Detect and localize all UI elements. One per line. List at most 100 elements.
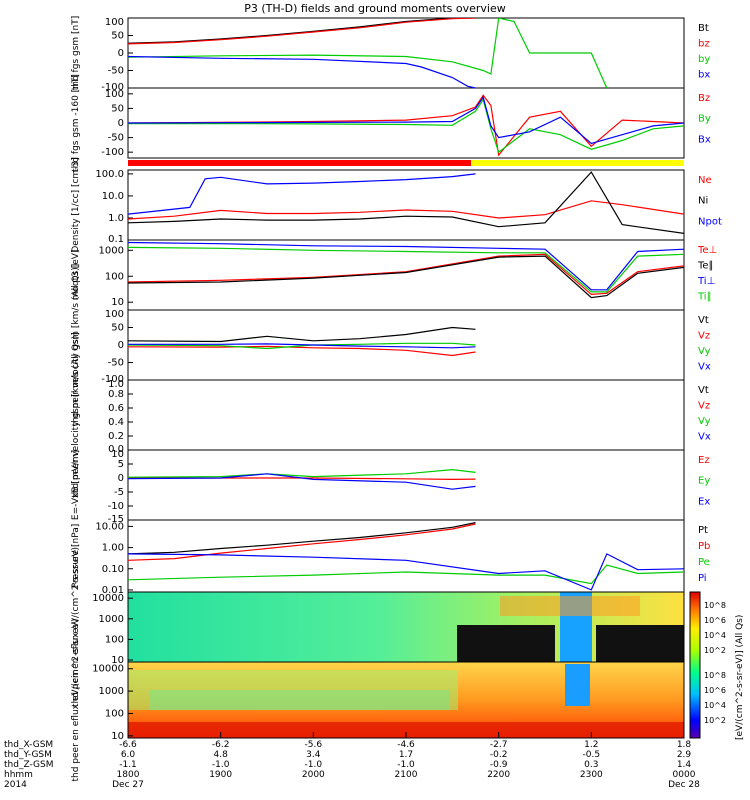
ytick-label: 0.8 — [108, 389, 124, 400]
legend-efield-0: Ez — [698, 455, 710, 466]
data-lines — [128, 18, 684, 591]
legend-fgs_dsl-2: Bx — [698, 134, 711, 145]
panel-frame-temperature — [127, 239, 685, 311]
ephem-value: 1900 — [209, 770, 232, 780]
ytick-label: 10.0 — [102, 191, 124, 202]
series-temperature-Ti⊥ — [128, 241, 684, 291]
ytick-label: -5 — [114, 487, 124, 498]
ephem-value: -5.6 — [305, 740, 323, 750]
colorbar-tick: 10^2 — [704, 646, 726, 655]
ylabel: thd peir velocity gsm [km/s (All Qs)] — [71, 264, 81, 427]
ephem-value: 6.0 — [121, 750, 136, 760]
panel-frame-ion_velocity — [127, 309, 685, 381]
colorbar: 10^8 10^6 10^4 10^2 10^8 10^6 10^4 10^2 [eV/(cm… — [689, 591, 745, 740]
legend-ion_velocity-0: Vt — [698, 315, 709, 326]
series-pressure-Pe — [128, 564, 684, 585]
ephem-value: 2.9 — [677, 750, 692, 760]
ytick-label: 0 — [118, 48, 124, 59]
ephem-value: Dec 27 — [112, 780, 144, 790]
ylabel: thd peir en eflux eV/(cm^2-s-sr-eV) — [71, 547, 81, 707]
series-density-Ni — [128, 171, 684, 234]
ephem-value: 1.2 — [584, 740, 598, 750]
series-efield-Ex — [128, 473, 476, 490]
ephem-value: -1.0 — [397, 760, 415, 770]
ephem-value: 3.4 — [306, 750, 321, 760]
ephem-value: 2300 — [580, 770, 603, 780]
ytick-label: -100 — [101, 374, 124, 385]
ephem-value: -2.7 — [490, 740, 508, 750]
ytick-label: 50 — [111, 103, 124, 114]
legend-pressure-3: Pi — [698, 573, 707, 584]
ephem-label-year: 2014 — [4, 780, 27, 790]
legend-temperature-2: Ti⊥ — [697, 276, 715, 287]
ephem-value: 2000 — [302, 770, 325, 780]
ylabel: Pressure [nPa] — [71, 524, 81, 589]
ytick-label: 100 — [105, 89, 124, 100]
ytick-label: 1000 — [99, 686, 124, 697]
ephem-value: 1800 — [117, 770, 140, 780]
ytick-label: -100 — [101, 82, 124, 93]
series-fgs_dsl-Bx — [128, 95, 684, 145]
legend-pressure-1: Pb — [698, 541, 710, 552]
ephem-label-hhmm: hhmm — [4, 770, 33, 780]
ytick-label: 10 — [111, 655, 124, 666]
ephem-label-z: thd_Z-GSM — [4, 760, 53, 770]
ephem-value: 2200 — [487, 770, 510, 780]
panel-frame-efield — [127, 449, 685, 521]
colorbar-tick: 10^6 — [704, 616, 726, 625]
ephem-value: -0.2 — [490, 750, 508, 760]
ephem-value: -0.9 — [490, 760, 508, 770]
series-efield-Ey — [128, 468, 476, 478]
ephem-value: 1.8 — [677, 740, 692, 750]
ephem-label-y: thd_Y-GSM — [4, 750, 52, 760]
series-temperature-Te∥ — [128, 255, 684, 299]
legend-electron_velocity-3: Vx — [698, 432, 711, 443]
ephemeris: thd_X-GSM thd_Y-GSM thd_Z-GSM hhmm 2014 … — [4, 740, 700, 790]
ytick-label: -50 — [108, 133, 124, 144]
ion-spectrogram — [128, 592, 684, 662]
ytick-label: -100 — [101, 147, 124, 158]
colorbar-tick-lower: 10^8 — [704, 671, 726, 680]
colorbar-tick-lower: 10^2 — [704, 716, 726, 725]
series-density-Ne — [128, 200, 684, 220]
legend-electron_velocity-2: Vy — [698, 416, 711, 427]
ytick-label: 0 — [118, 473, 124, 484]
legend-pressure-2: Pe — [698, 557, 710, 568]
ytick-label: 50 — [111, 31, 124, 42]
ytick-label: 10000 — [92, 664, 124, 675]
series-fgs-Bt — [128, 18, 476, 44]
ephem-label-x: thd_X-GSM — [4, 740, 53, 750]
ytick-label: 0 — [118, 340, 124, 351]
series-ion_velocity-Vt — [128, 326, 476, 343]
ephem-value: 0000 — [673, 770, 696, 780]
ylabel: E=-VxB [mV/m] — [71, 450, 81, 520]
series-fgs-bz — [128, 18, 476, 45]
ephem-value: -6.2 — [212, 740, 230, 750]
ytick-label: 1.0 — [108, 379, 124, 390]
ylabel: thd fgs gsm -160 [nT] — [71, 74, 81, 172]
electron-spectrogram — [128, 662, 684, 738]
panel-frame-density — [127, 169, 685, 241]
ytick-label: 10.00 — [95, 521, 124, 532]
ytick-label: 10 — [111, 449, 124, 460]
legend-fgs-2: by — [698, 54, 710, 65]
legend-fgs_dsl-0: Bz — [698, 93, 710, 104]
ytick-label: 100 — [105, 634, 124, 645]
ephem-value: 0.3 — [584, 760, 598, 770]
ytick-label: 5 — [118, 459, 124, 470]
panel-frame-pressure — [127, 519, 685, 593]
colorbar-label: [eV/(cm^2-s-sr-eV)] (All Qs) — [735, 615, 745, 740]
legend-ion_velocity-2: Vy — [698, 346, 711, 357]
legend-density-1: Ni — [698, 196, 708, 207]
ytick-label: 0.6 — [108, 403, 124, 414]
series-fgs-by — [128, 18, 608, 89]
ephem-value: -0.5 — [583, 750, 601, 760]
legend-pressure-0: Pt — [698, 525, 708, 536]
ytick-label: 0.0 — [108, 444, 124, 455]
series-ion_velocity-Vx — [128, 343, 476, 349]
ephem-value: 1.7 — [399, 750, 413, 760]
ephem-value: 1.4 — [677, 760, 692, 770]
colorbar-tick: 10^4 — [704, 631, 726, 640]
ylabel: thd peer en eflux eV/(cm^2-s-sr-eV) — [71, 618, 81, 781]
